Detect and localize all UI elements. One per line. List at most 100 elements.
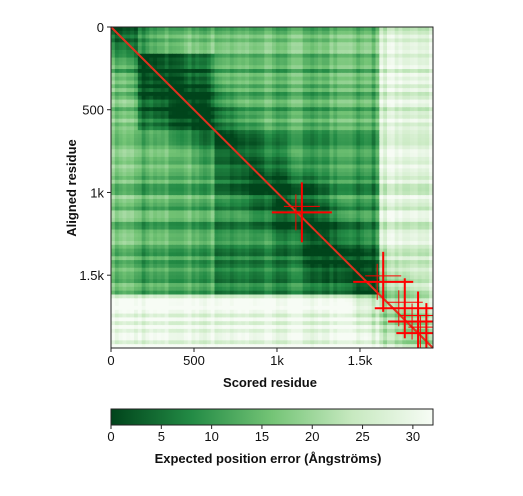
heatmap-cell: [145, 69, 150, 74]
heatmap-cell: [402, 126, 407, 131]
heatmap-cell: [256, 206, 262, 212]
heatmap-cell: [310, 229, 315, 234]
heatmap-cell: [122, 183, 127, 189]
heatmap-cell: [214, 248, 219, 254]
heatmap-cell: [356, 214, 361, 219]
heatmap-cell: [341, 42, 346, 47]
heatmap-cell: [279, 61, 285, 66]
heatmap-cell: [218, 34, 223, 40]
heatmap-cell: [364, 42, 369, 47]
heatmap-cell: [118, 229, 124, 234]
heatmap-cell: [402, 183, 407, 189]
heatmap-cell: [222, 122, 227, 127]
heatmap-cell: [153, 168, 158, 173]
heatmap-cell: [310, 27, 315, 32]
heatmap-cell: [321, 229, 327, 234]
heatmap-cell: [398, 244, 403, 250]
heatmap-cell: [264, 156, 269, 162]
heatmap-cell: [164, 122, 170, 127]
heatmap-cell: [114, 61, 120, 66]
heatmap-cell: [218, 172, 223, 177]
heatmap-cell: [352, 49, 357, 55]
heatmap-cell: [176, 46, 181, 51]
heatmap-cell: [314, 84, 319, 89]
heatmap-cell: [364, 95, 369, 101]
heatmap-cell: [180, 27, 185, 32]
heatmap-cell: [149, 34, 154, 40]
heatmap-cell: [122, 244, 127, 250]
heatmap-cell: [398, 237, 403, 242]
heatmap-cell: [237, 126, 242, 131]
heatmap-cell: [256, 237, 262, 242]
heatmap-cell: [229, 91, 235, 97]
heatmap-cell: [118, 91, 124, 97]
heatmap-cell: [268, 149, 273, 154]
heatmap-cell: [425, 210, 430, 215]
heatmap-cell: [249, 237, 254, 242]
heatmap-cell: [187, 183, 193, 189]
heatmap-cell: [321, 42, 327, 47]
heatmap-cell: [157, 69, 162, 74]
heatmap-cell: [302, 206, 308, 212]
heatmap-cell: [172, 202, 177, 208]
heatmap-cell: [233, 84, 239, 89]
heatmap-cell: [245, 229, 250, 234]
heatmap-cell: [195, 195, 200, 200]
heatmap-cell: [413, 187, 419, 192]
heatmap-cell: [394, 172, 400, 177]
heatmap-cell: [111, 202, 116, 208]
heatmap-cell: [183, 69, 189, 74]
heatmap-cell: [203, 210, 208, 215]
heatmap-cell: [153, 103, 158, 108]
heatmap-cell: [118, 179, 124, 185]
heatmap-cell: [187, 69, 193, 74]
heatmap-cell: [114, 42, 120, 47]
heatmap-cell: [421, 172, 426, 177]
heatmap-cell: [364, 65, 369, 70]
heatmap-cell: [126, 107, 131, 112]
heatmap-cell: [371, 179, 377, 185]
heatmap-cell: [425, 72, 430, 78]
heatmap-cell: [164, 160, 170, 166]
heatmap-cell: [122, 42, 127, 47]
heatmap-cell: [298, 30, 304, 36]
heatmap-cell: [275, 126, 281, 131]
heatmap-cell: [344, 160, 350, 166]
heatmap-cell: [344, 153, 350, 158]
heatmap-cell: [114, 210, 120, 215]
heatmap-cell: [241, 229, 246, 234]
heatmap-cell: [333, 202, 338, 208]
heatmap-cell: [413, 210, 419, 215]
heatmap-cell: [321, 91, 327, 97]
heatmap-cell: [268, 107, 273, 112]
heatmap-cell: [306, 122, 311, 127]
heatmap-cell: [410, 137, 415, 143]
heatmap-cell: [283, 69, 288, 74]
heatmap-cell: [268, 179, 273, 185]
heatmap-cell: [203, 30, 208, 36]
heatmap-cell: [245, 198, 250, 204]
heatmap-cell: [118, 72, 124, 78]
heatmap-cell: [318, 179, 323, 185]
heatmap-cell: [180, 111, 185, 116]
heatmap-cell: [183, 198, 189, 204]
heatmap-cell: [306, 195, 311, 200]
heatmap-cell: [390, 210, 396, 215]
heatmap-cell: [310, 241, 315, 246]
heatmap-cell: [379, 229, 384, 234]
heatmap-cell: [275, 179, 281, 185]
heatmap-cell: [306, 118, 311, 124]
heatmap-cell: [226, 72, 231, 78]
heatmap-cell: [241, 88, 246, 93]
heatmap-cell: [371, 225, 377, 231]
heatmap-cell: [421, 141, 426, 147]
heatmap-cell: [130, 244, 135, 250]
heatmap-cell: [406, 69, 411, 74]
heatmap-cell: [333, 137, 338, 143]
heatmap-cell: [356, 118, 361, 124]
heatmap-cell: [287, 191, 292, 196]
heatmap-cell: [425, 195, 430, 200]
heatmap-cell: [241, 27, 246, 32]
heatmap-cell: [111, 84, 116, 89]
heatmap-cell: [222, 107, 227, 112]
